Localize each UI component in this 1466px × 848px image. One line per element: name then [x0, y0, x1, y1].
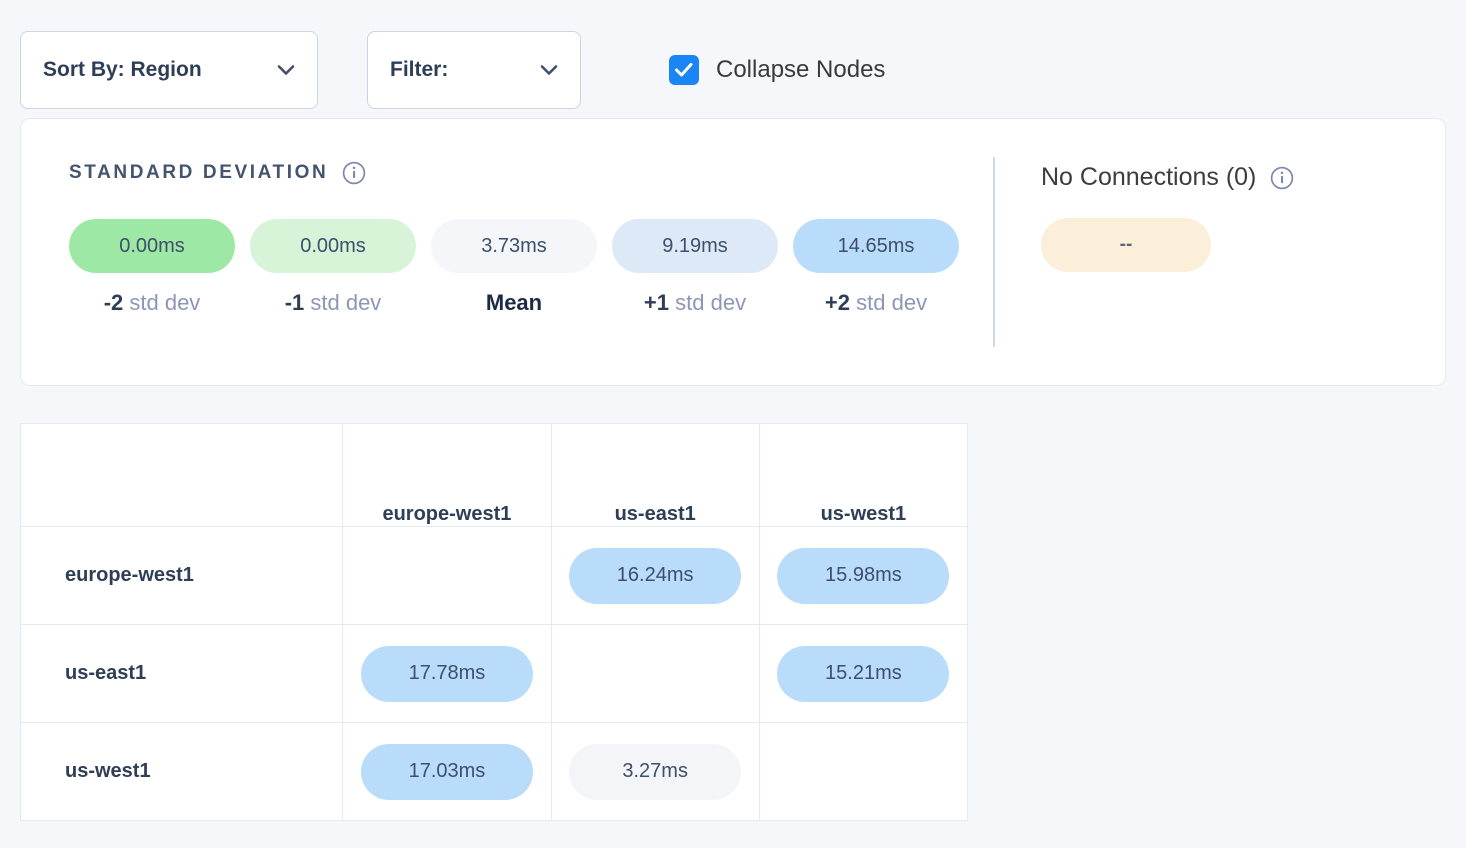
- chevron-down-icon: [540, 64, 558, 76]
- standard-deviation-panel: STANDARD DEVIATION 0.00ms -2 std dev 0.0…: [21, 119, 993, 385]
- std-dev-caption-suffix: std dev: [129, 290, 201, 315]
- std-dev-caption: Mean: [485, 290, 543, 315]
- info-icon[interactable]: [342, 161, 366, 185]
- column-header-label: europe-west1: [382, 503, 512, 525]
- collapse-nodes-checkbox[interactable]: [669, 55, 699, 85]
- collapse-nodes-toggle[interactable]: Collapse Nodes: [669, 55, 885, 85]
- sort-by-label: Sort By: Region: [43, 58, 202, 81]
- std-dev-caption-suffix: std dev: [675, 290, 747, 315]
- std-dev-item-plus1: 9.19ms +1 std dev: [612, 219, 778, 316]
- std-dev-pill-row: 0.00ms -2 std dev 0.00ms -1 std dev 3.73…: [69, 219, 993, 316]
- standard-deviation-header: STANDARD DEVIATION: [69, 159, 993, 187]
- std-dev-caption-suffix: std dev: [310, 290, 382, 315]
- column-header-0: europe-west1: [342, 423, 552, 527]
- row-header-label: europe-west1: [65, 564, 194, 586]
- std-dev-caption-prefix: +2: [824, 290, 851, 315]
- std-dev-value-pill: 14.65ms: [793, 219, 959, 273]
- filter-dropdown[interactable]: Filter:: [367, 31, 581, 109]
- std-dev-item-minus2: 0.00ms -2 std dev: [69, 219, 235, 316]
- latency-pill: 17.78ms: [360, 645, 533, 702]
- table-row: us-west1 17.03ms 3.27ms: [19, 722, 969, 821]
- column-header-label: us-west1: [820, 503, 907, 525]
- panel-divider: [993, 157, 995, 347]
- row-header-cell: us-west1: [19, 722, 344, 821]
- matrix-cell[interactable]: [342, 526, 552, 625]
- std-dev-item-plus2: 14.65ms +2 std dev: [793, 219, 959, 316]
- std-dev-caption-prefix: +1: [643, 290, 670, 315]
- no-connections-title: No Connections (0): [1041, 163, 1257, 191]
- matrix-cell[interactable]: 15.21ms: [758, 624, 969, 723]
- sort-by-dropdown[interactable]: Sort By: Region: [20, 31, 318, 109]
- matrix-cell[interactable]: 3.27ms: [550, 722, 760, 821]
- column-header-label: us-east1: [614, 503, 696, 525]
- matrix-corner-cell: [19, 423, 344, 527]
- std-dev-caption: -2 std dev: [69, 290, 235, 316]
- row-header-label: us-east1: [65, 662, 147, 684]
- row-header-cell: us-east1: [19, 624, 344, 723]
- statistics-card: STANDARD DEVIATION 0.00ms -2 std dev 0.0…: [20, 118, 1446, 386]
- latency-matrix: europe-west1 us-east1 us-west1 europe-we…: [19, 423, 969, 821]
- std-dev-caption-prefix: -2: [103, 290, 124, 315]
- column-header-1: us-east1: [550, 423, 760, 527]
- std-dev-item-mean: 3.73ms Mean: [431, 219, 597, 316]
- std-dev-item-minus1: 0.00ms -1 std dev: [250, 219, 416, 316]
- matrix-cell[interactable]: 17.03ms: [342, 722, 552, 821]
- latency-pill: 15.21ms: [777, 645, 950, 702]
- column-header-2: us-west1: [758, 423, 969, 527]
- matrix-cell[interactable]: 15.98ms: [758, 526, 969, 625]
- table-row: us-east1 17.78ms 15.21ms: [19, 624, 969, 723]
- no-connections-pill: --: [1041, 218, 1211, 272]
- toolbar: Sort By: Region Filter: Collapse Nodes: [0, 0, 1466, 118]
- row-header-cell: europe-west1: [19, 526, 344, 625]
- latency-pill: 3.27ms: [569, 743, 742, 800]
- row-header-label: us-west1: [65, 760, 151, 782]
- std-dev-value-pill: 3.73ms: [431, 219, 597, 273]
- table-header-row: europe-west1 us-east1 us-west1: [19, 423, 969, 527]
- collapse-nodes-label: Collapse Nodes: [716, 56, 886, 83]
- std-dev-value-pill: 0.00ms: [250, 219, 416, 273]
- matrix-cell[interactable]: 16.24ms: [550, 526, 760, 625]
- std-dev-caption-suffix: std dev: [856, 290, 928, 315]
- matrix-cell[interactable]: 17.78ms: [342, 624, 552, 723]
- std-dev-caption: -1 std dev: [250, 290, 416, 316]
- matrix-cell[interactable]: [758, 722, 969, 821]
- filter-label: Filter:: [390, 58, 449, 81]
- info-icon[interactable]: [1270, 166, 1294, 190]
- std-dev-caption: +1 std dev: [612, 290, 778, 316]
- no-connections-panel: No Connections (0) --: [995, 119, 1445, 385]
- std-dev-value-pill: 9.19ms: [612, 219, 778, 273]
- standard-deviation-title: STANDARD DEVIATION: [69, 162, 329, 183]
- latency-pill: 17.03ms: [360, 743, 533, 800]
- std-dev-caption: +2 std dev: [793, 290, 959, 316]
- latency-pill: 16.24ms: [569, 547, 742, 604]
- matrix-cell[interactable]: [550, 624, 760, 723]
- no-connections-header: No Connections (0): [1041, 163, 1445, 192]
- std-dev-value-pill: 0.00ms: [69, 219, 235, 273]
- chevron-down-icon: [277, 64, 295, 76]
- latency-pill: 15.98ms: [777, 547, 950, 604]
- table-row: europe-west1 16.24ms 15.98ms: [19, 526, 969, 625]
- std-dev-caption-prefix: -1: [284, 290, 305, 315]
